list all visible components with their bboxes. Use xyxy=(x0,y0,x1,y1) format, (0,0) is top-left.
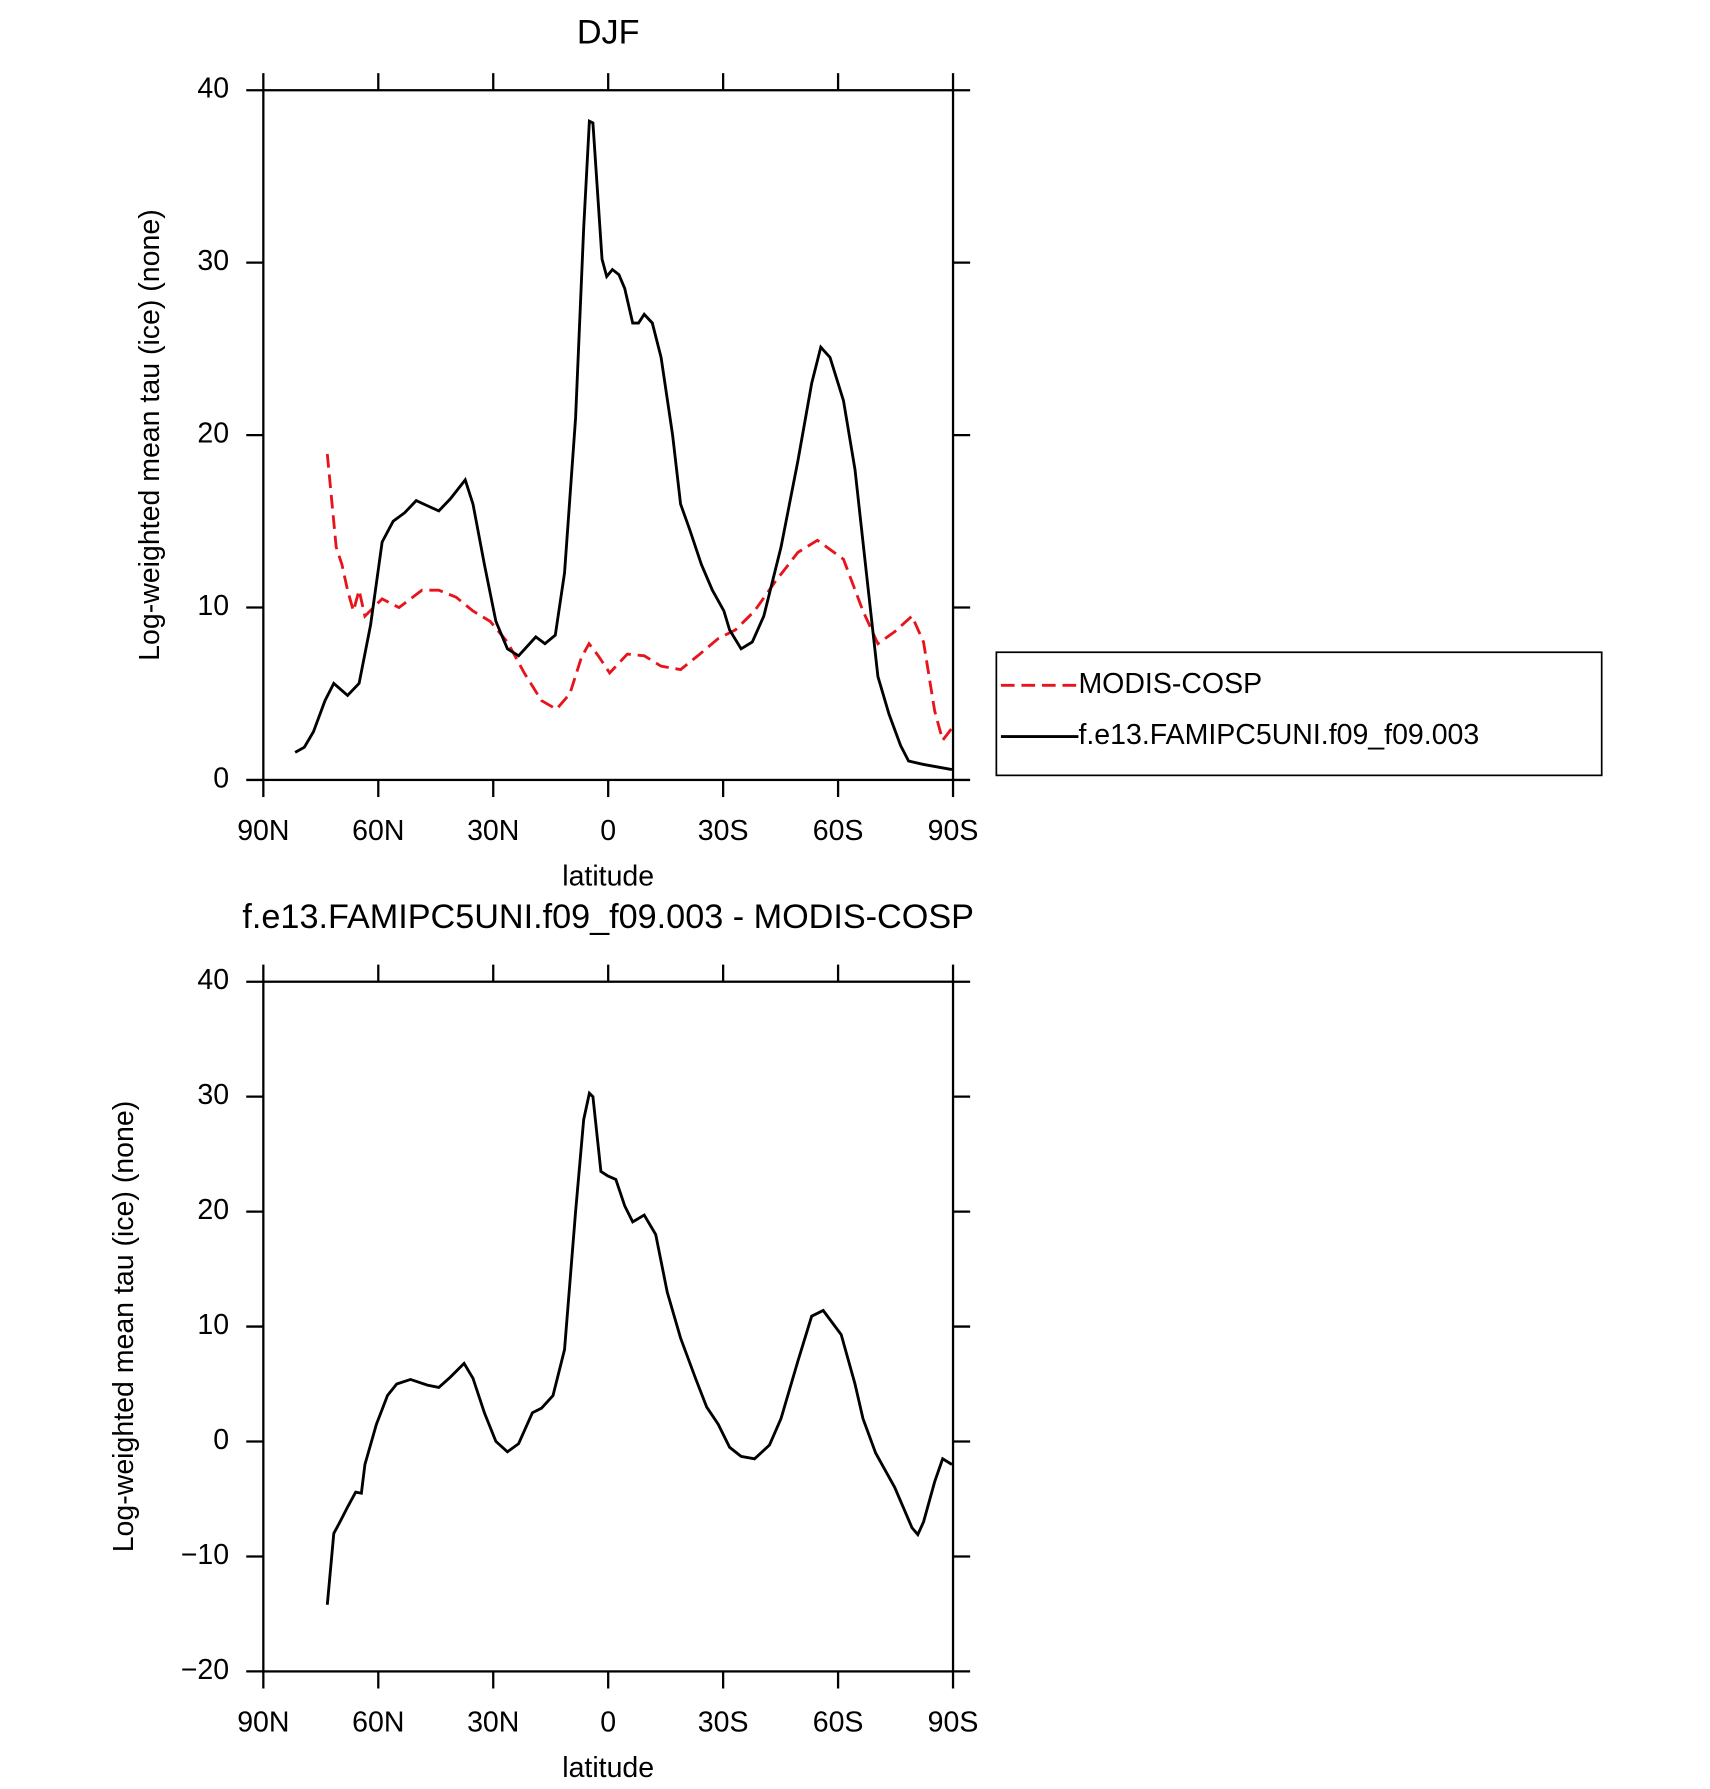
y-tick-label: 10 xyxy=(197,1309,229,1341)
x-tick-label: 30N xyxy=(467,815,519,847)
x-tick-label: 30S xyxy=(698,1706,749,1738)
x-tick-label: 60S xyxy=(813,1706,864,1738)
y-tick-label: 40 xyxy=(197,964,229,996)
y-tick-label: 30 xyxy=(197,245,229,277)
x-tick-label: 60S xyxy=(813,815,864,847)
legend-box xyxy=(995,651,1603,777)
y-tick-label: 10 xyxy=(197,590,229,622)
plot-frame xyxy=(262,980,955,1673)
x-tick-label: 90S xyxy=(928,815,979,847)
y-tick-label: −10 xyxy=(181,1539,229,1571)
legend-label: f.e13.FAMIPC5UNI.f09_f09.003 xyxy=(1078,719,1479,751)
x-tick-label: 60N xyxy=(352,1706,404,1738)
y-tick-label: 20 xyxy=(197,418,229,450)
y-axis-label: Log-weighted mean tau (ice) (none) xyxy=(108,1101,140,1553)
x-tick-label: 30S xyxy=(698,815,749,847)
data-line xyxy=(325,453,954,744)
x-tick-label: 90N xyxy=(237,1706,289,1738)
x-axis-label: latitude xyxy=(562,1752,654,1784)
y-tick-label: 0 xyxy=(213,762,229,794)
y-tick-label: 0 xyxy=(213,1424,229,1456)
chart-title: DJF xyxy=(577,13,640,51)
y-axis-label: Log-weighted mean tau (ice) (none) xyxy=(134,209,166,661)
x-tick-label: 0 xyxy=(600,1706,616,1738)
y-tick-label: 20 xyxy=(197,1194,229,1226)
y-tick-label: 30 xyxy=(197,1079,229,1111)
x-axis-label: latitude xyxy=(562,861,654,893)
chart-title: f.e13.FAMIPC5UNI.f09_f09.003 - MODIS-COS… xyxy=(242,898,974,936)
legend-label: MODIS-COSP xyxy=(1078,668,1262,700)
x-tick-label: 90S xyxy=(928,1706,979,1738)
x-tick-label: 90N xyxy=(237,815,289,847)
x-tick-label: 60N xyxy=(352,815,404,847)
x-tick-label: 0 xyxy=(600,815,616,847)
y-tick-label: 40 xyxy=(197,73,229,105)
y-tick-label: −20 xyxy=(181,1654,229,1686)
data-line xyxy=(294,119,953,771)
data-line xyxy=(325,1090,953,1605)
x-tick-label: 30N xyxy=(467,1706,519,1738)
